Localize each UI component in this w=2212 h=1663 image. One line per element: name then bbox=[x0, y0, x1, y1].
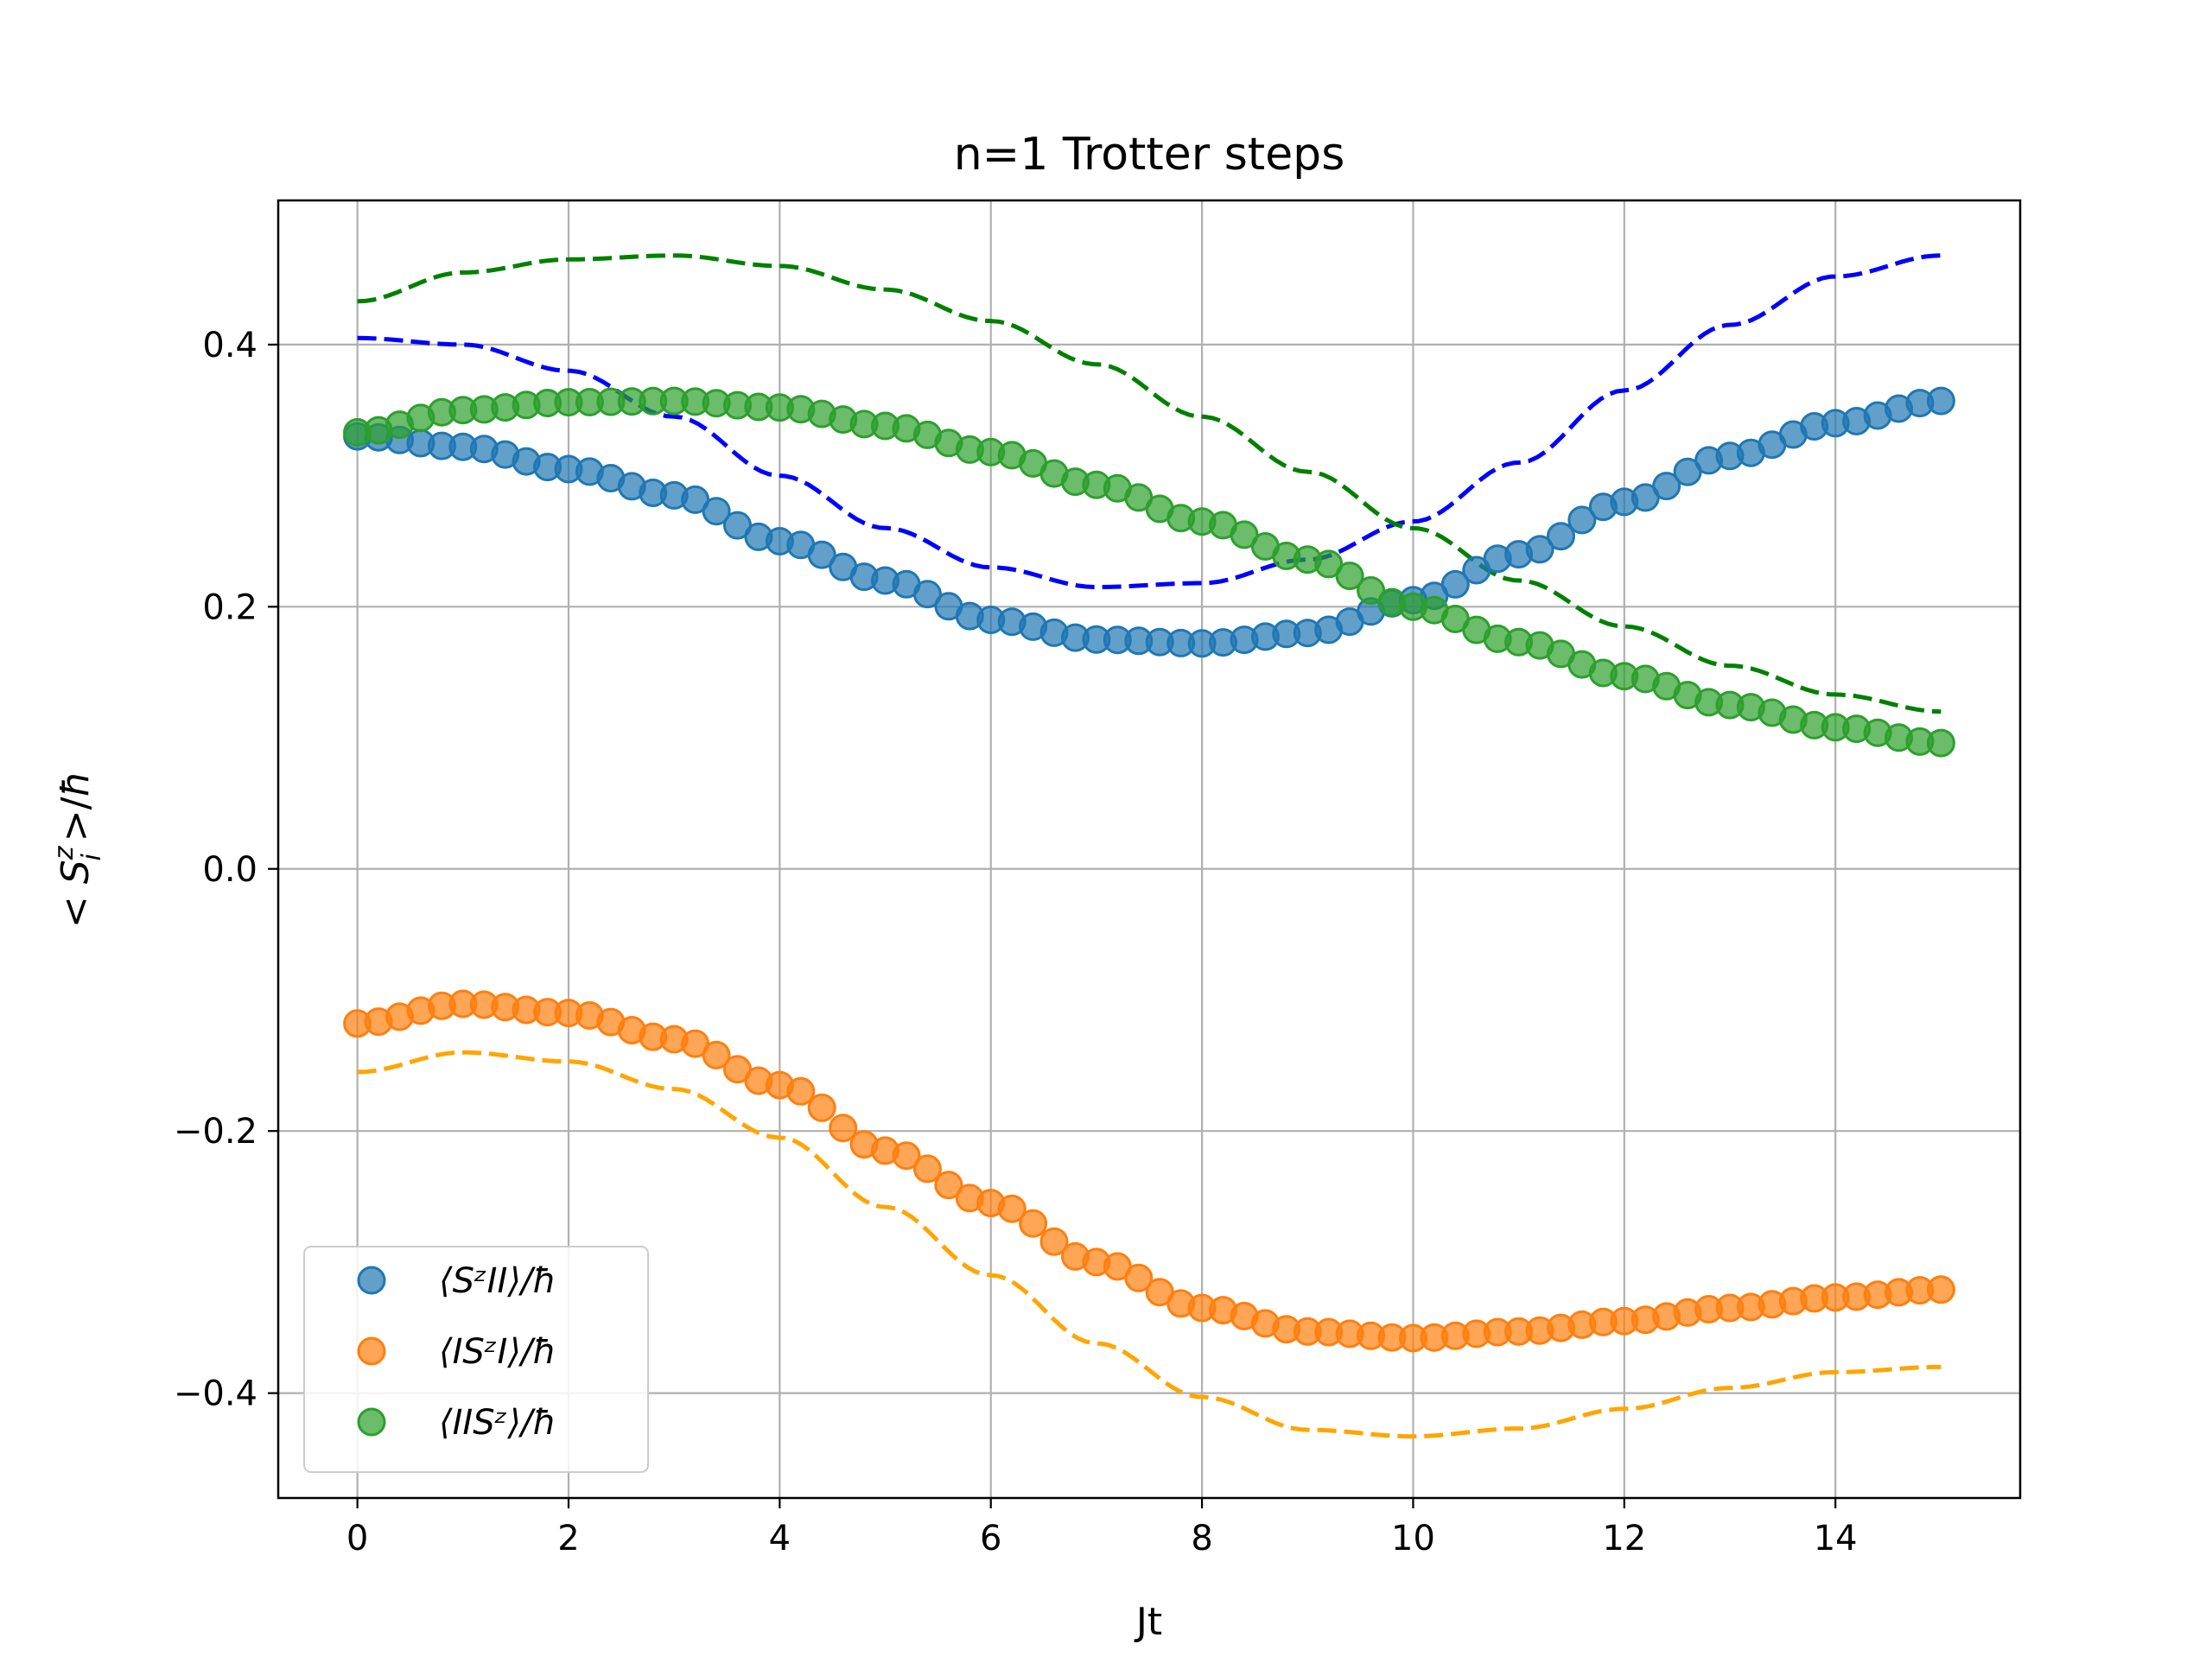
data-point bbox=[1926, 1275, 1955, 1304]
data-point bbox=[1335, 562, 1364, 591]
axis-ticks: 0 2 4 6 8 10 12 14 −0.4 −0.2 0.0 0.2 0.4 bbox=[174, 326, 1858, 1558]
x-tick-label: 6 bbox=[980, 1519, 1001, 1558]
y-tick-label: −0.2 bbox=[174, 1112, 257, 1152]
data-point bbox=[1440, 569, 1470, 599]
data-point bbox=[1230, 520, 1259, 549]
data-markers bbox=[343, 386, 1955, 1353]
x-axis-label: Jt bbox=[1134, 1600, 1162, 1644]
y-tick-label: 0.2 bbox=[202, 587, 257, 627]
legend-label: ⟨IISᶻ⟩/ħ bbox=[439, 1403, 556, 1443]
dashed-reference-line bbox=[357, 253, 1942, 714]
x-tick-label: 10 bbox=[1391, 1519, 1435, 1558]
legend-frame bbox=[303, 1246, 649, 1473]
data-point bbox=[1039, 1227, 1069, 1256]
legend-marker bbox=[357, 1336, 386, 1366]
chart-title: n=1 Trotter steps bbox=[954, 129, 1345, 181]
legend-label: ⟨SᶻII⟩/ħ bbox=[439, 1261, 556, 1301]
data-point bbox=[702, 1040, 731, 1070]
data-point bbox=[1019, 1209, 1048, 1238]
y-tick-label: −0.4 bbox=[174, 1374, 257, 1414]
dashed-reference-line bbox=[357, 1050, 1942, 1439]
y-tick-label: 0.4 bbox=[202, 326, 257, 365]
y-axis-label: < Szi >/ħ bbox=[49, 771, 107, 928]
legend-marker bbox=[357, 1407, 386, 1437]
data-point bbox=[807, 1093, 836, 1122]
data-point bbox=[1567, 505, 1597, 535]
x-tick-label: 12 bbox=[1602, 1519, 1646, 1558]
data-point bbox=[786, 1076, 816, 1106]
data-point bbox=[1547, 522, 1575, 551]
data-point bbox=[1926, 386, 1955, 416]
x-tick-label: 8 bbox=[1191, 1519, 1212, 1558]
data-point bbox=[1926, 728, 1955, 758]
x-tick-label: 4 bbox=[769, 1519, 791, 1558]
y-tick-label: 0.0 bbox=[202, 850, 257, 890]
data-point bbox=[934, 1171, 963, 1200]
legend-marker bbox=[357, 1266, 386, 1295]
data-point bbox=[892, 1141, 921, 1171]
data-point bbox=[702, 497, 731, 526]
x-tick-label: 2 bbox=[557, 1519, 579, 1558]
plot-area-frame bbox=[276, 199, 2022, 1500]
data-point bbox=[1124, 1263, 1154, 1292]
data-point bbox=[1525, 535, 1554, 564]
data-point bbox=[807, 540, 836, 569]
legend-label: ⟨ISᶻI⟩/ħ bbox=[439, 1332, 556, 1372]
data-point bbox=[1314, 549, 1344, 579]
data-point bbox=[997, 1194, 1027, 1223]
legend: ⟨SᶻII⟩/ħ ⟨ISᶻI⟩/ħ ⟨IISᶻ⟩/ħ bbox=[303, 1246, 649, 1473]
data-point bbox=[1357, 576, 1386, 605]
x-tick-label: 0 bbox=[346, 1519, 368, 1558]
data-point bbox=[1652, 472, 1681, 501]
data-point bbox=[829, 1114, 858, 1143]
data-point bbox=[912, 580, 942, 609]
x-tick-label: 14 bbox=[1814, 1519, 1858, 1558]
data-point bbox=[912, 1154, 942, 1184]
